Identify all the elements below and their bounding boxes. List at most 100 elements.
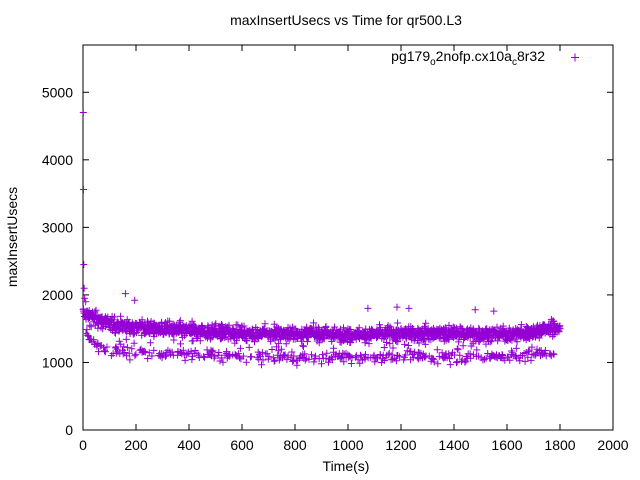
data-point	[83, 326, 91, 334]
data-point	[456, 351, 464, 359]
data-point	[150, 346, 158, 354]
data-point	[245, 343, 253, 351]
data-point	[318, 360, 325, 368]
legend-label-subscript: o	[430, 57, 436, 68]
data-point	[469, 351, 477, 359]
data-point	[267, 335, 274, 343]
legend: pg179o2nofp.cx10ac8r32	[391, 48, 579, 68]
data-point	[493, 351, 500, 359]
legend-label-subscript: c	[512, 57, 517, 68]
data-point	[325, 358, 332, 366]
data-point	[340, 324, 347, 332]
data-point	[265, 352, 273, 360]
data-point	[123, 343, 131, 351]
data-point	[158, 354, 166, 362]
data-point	[313, 333, 321, 341]
data-point	[174, 348, 182, 356]
data-point	[438, 349, 446, 357]
data-point	[92, 306, 100, 314]
data-point	[188, 337, 196, 345]
data-point	[522, 349, 530, 356]
x-tick-label: 1200	[385, 437, 416, 453]
data-point	[386, 340, 394, 348]
chart-title: maxInsertUsecs vs Time for qr500.L3	[230, 12, 462, 28]
data-point	[112, 344, 119, 352]
y-tick-label: 2000	[42, 287, 73, 303]
x-tick-label: 1800	[544, 437, 575, 453]
data-point	[422, 319, 430, 327]
data-point	[364, 304, 372, 312]
data-point	[401, 340, 409, 348]
data-point	[258, 349, 266, 357]
data-point	[528, 343, 536, 351]
data-point	[270, 357, 278, 365]
data-point	[499, 322, 507, 330]
x-tick-label: 1600	[491, 437, 522, 453]
data-point	[508, 347, 515, 355]
x-tick-label: 1000	[332, 437, 363, 453]
data-point	[355, 324, 363, 332]
data-point	[261, 320, 269, 328]
data-point	[521, 357, 529, 365]
data-point	[466, 350, 474, 358]
data-point	[236, 344, 244, 352]
data-point	[258, 331, 266, 339]
data-point	[233, 332, 241, 340]
data-point	[112, 343, 120, 351]
data-point	[81, 294, 89, 302]
data-point	[371, 358, 379, 366]
data-point	[196, 337, 204, 345]
data-point	[212, 320, 220, 328]
data-point	[481, 355, 488, 363]
data-point	[293, 361, 301, 369]
data-point	[234, 321, 242, 329]
data-point	[114, 348, 122, 356]
data-point	[522, 336, 530, 344]
data-point	[128, 345, 136, 353]
data-point	[206, 335, 214, 343]
data-point	[357, 351, 364, 359]
data-point	[115, 337, 123, 345]
data-point	[550, 350, 558, 358]
data-point	[190, 327, 198, 335]
data-point	[184, 350, 192, 357]
data-point	[87, 323, 95, 331]
data-point	[284, 352, 292, 360]
data-point	[323, 349, 331, 357]
data-point	[516, 357, 524, 365]
data-point	[454, 346, 462, 354]
data-point	[283, 356, 291, 364]
data-point	[322, 322, 330, 330]
data-point	[303, 323, 311, 331]
data-point	[294, 356, 302, 364]
data-point	[225, 321, 233, 329]
data-point	[144, 327, 152, 335]
y-tick-label: 0	[65, 422, 73, 438]
data-point	[146, 339, 154, 347]
data-point	[433, 346, 441, 354]
y-tick-label: 5000	[42, 84, 73, 100]
data-point	[402, 332, 410, 340]
data-point	[299, 342, 307, 350]
data-point	[453, 345, 461, 353]
data-point	[308, 351, 315, 359]
x-tick-label: 0	[79, 437, 87, 453]
data-point	[219, 358, 227, 366]
data-point	[453, 359, 460, 367]
data-point	[101, 347, 108, 355]
data-point	[216, 357, 224, 365]
data-point	[383, 339, 390, 346]
data-point	[132, 350, 140, 358]
data-point	[94, 339, 102, 347]
data-point	[392, 357, 400, 365]
data-point	[79, 109, 87, 116]
x-tick-label: 800	[283, 437, 307, 453]
data-point	[122, 335, 130, 343]
data-point	[162, 348, 170, 356]
data-point	[188, 356, 196, 364]
data-point	[281, 351, 289, 359]
data-point	[328, 356, 336, 364]
data-point	[420, 335, 428, 342]
data-point	[271, 336, 279, 344]
data-point	[421, 323, 428, 331]
